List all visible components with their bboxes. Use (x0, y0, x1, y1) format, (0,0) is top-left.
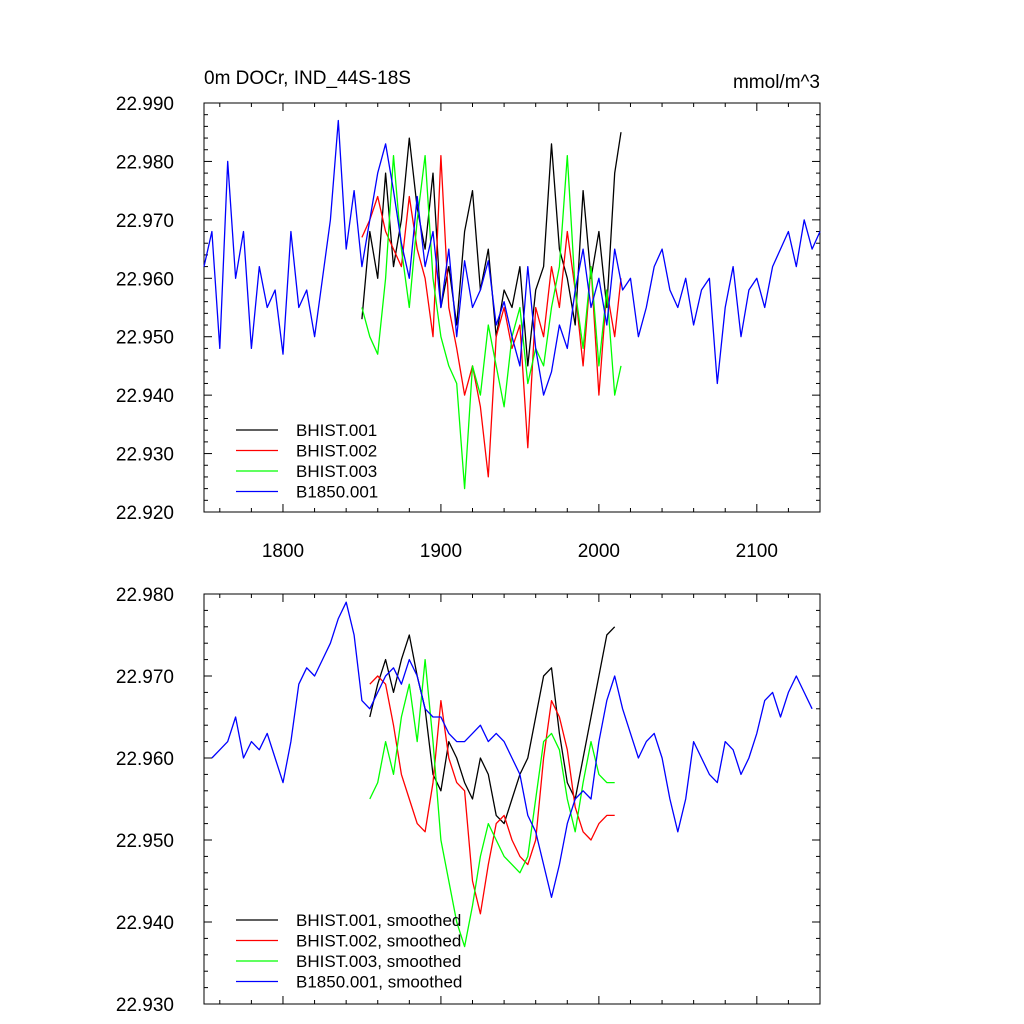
top-legend-label: BHIST.003 (296, 462, 377, 481)
bottom-y-tick-label: 22.930 (116, 995, 174, 1016)
top-y-tick-label: 22.940 (116, 386, 174, 407)
bottom-y-tick-label: 22.950 (116, 831, 174, 852)
bottom-plot-frame (203, 593, 821, 1005)
top-panel: 0m DOCr, IND_44S-18S mmol/m^3 22.920 22.9… (116, 68, 821, 562)
bottom-y-tick-label: 22.970 (116, 667, 174, 688)
top-x-tick-label: 1900 (420, 541, 462, 562)
top-plot-frame (203, 102, 821, 513)
top-series-line-3 (203, 119, 821, 396)
top-y-tick-label: 22.970 (116, 211, 174, 232)
top-legend-label: BHIST.001 (296, 421, 377, 440)
bottom-legend-label: BHIST.003, smoothed (296, 952, 461, 971)
bottom-legend-label: B1850.001, smoothed (296, 973, 462, 992)
top-series-line-2 (361, 154, 622, 490)
bottom-y-tick-label: 22.960 (116, 749, 174, 770)
top-series-line-1 (361, 154, 622, 478)
top-legend-label: B1850.001 (296, 483, 378, 502)
bottom-series-line-2 (369, 658, 615, 948)
bottom-series-line-1 (369, 675, 615, 915)
bottom-panel: 22.930 22.940 22.950 22.960 22.970 22.980 BHIS… (116, 585, 821, 1016)
top-y-tick-label: 22.990 (116, 94, 174, 115)
top-x-tick-label: 2000 (578, 541, 620, 562)
top-panel-title: 0m DOCr, IND_44S-18S (204, 68, 411, 89)
bottom-y-tick-label: 22.980 (116, 585, 174, 606)
top-y-tick-label: 22.930 (116, 445, 174, 466)
top-legend-label: BHIST.002 (296, 442, 377, 461)
bottom-series-line-0 (369, 626, 616, 825)
top-y-tick-label: 22.920 (116, 503, 174, 524)
bottom-series-line-3 (211, 601, 813, 899)
top-y-tick-label: 22.960 (116, 269, 174, 290)
top-panel-units: mmol/m^3 (733, 72, 820, 93)
top-x-tick-label: 1800 (262, 541, 304, 562)
bottom-legend-label: BHIST.002, smoothed (296, 932, 461, 951)
top-y-tick-label: 22.950 (116, 328, 174, 349)
bottom-legend-label: BHIST.001, smoothed (296, 911, 461, 930)
top-y-tick-label: 22.980 (116, 152, 174, 173)
top-x-tick-label: 2100 (736, 541, 778, 562)
bottom-y-tick-label: 22.940 (116, 913, 174, 934)
